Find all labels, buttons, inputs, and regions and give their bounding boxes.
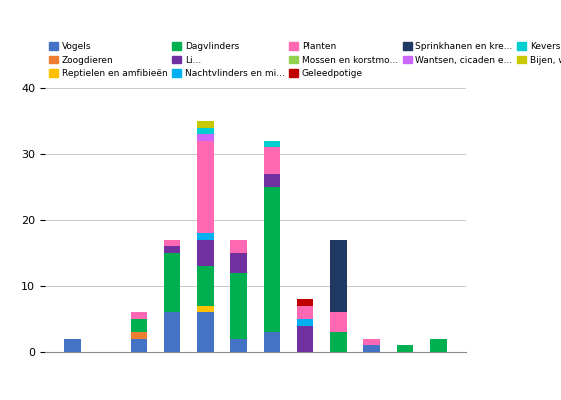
Bar	[197, 266, 214, 306]
Bar	[330, 332, 347, 352]
Bar	[64, 339, 81, 352]
Bar	[131, 339, 147, 352]
Bar	[264, 141, 280, 147]
Bar	[297, 326, 314, 352]
Bar	[164, 312, 181, 352]
Bar	[231, 339, 247, 352]
Bar	[364, 339, 380, 345]
Bar	[231, 240, 247, 253]
Bar	[131, 312, 147, 319]
Bar	[197, 306, 214, 312]
Legend: Vogels, Zoogdieren, Reptielen en amfibieën, Dagvlinders, Li..., Nachtvlinders en: Vogels, Zoogdieren, Reptielen en amfibie…	[49, 42, 561, 78]
Bar	[197, 233, 214, 240]
Bar	[197, 134, 214, 141]
Bar	[297, 319, 314, 326]
Bar	[164, 240, 181, 246]
Bar	[330, 312, 347, 332]
Bar	[131, 319, 147, 332]
Bar	[264, 187, 280, 332]
Bar	[197, 141, 214, 233]
Bar	[264, 332, 280, 352]
Bar	[197, 312, 214, 352]
Bar	[264, 174, 280, 187]
Bar	[330, 240, 347, 312]
Bar	[164, 253, 181, 312]
Bar	[430, 339, 447, 352]
Bar	[197, 240, 214, 266]
Bar	[197, 121, 214, 128]
Bar	[131, 332, 147, 339]
Bar	[231, 273, 247, 339]
Bar	[231, 253, 247, 273]
Bar	[297, 299, 314, 306]
Bar	[297, 306, 314, 319]
Bar	[197, 128, 214, 134]
Bar	[397, 345, 413, 352]
Bar	[164, 246, 181, 253]
Bar	[364, 345, 380, 352]
Bar	[264, 147, 280, 174]
